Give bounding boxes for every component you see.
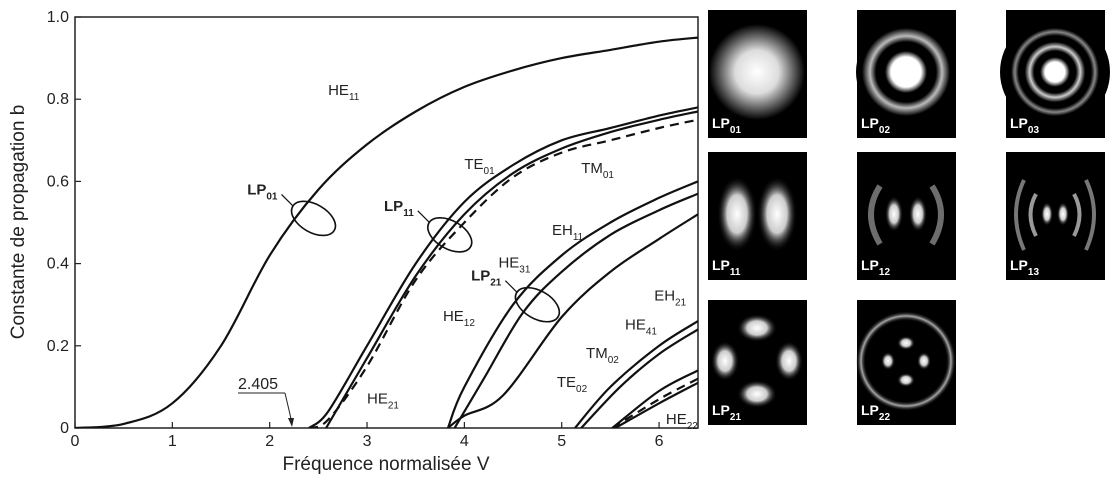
curve-label-he31: HE31 [498, 255, 530, 276]
group-ellipse-lp01 [290, 200, 337, 237]
curve-tm01 [308, 118, 698, 428]
mode-tile-lp22 [856, 300, 956, 425]
x-tick-label: 6 [655, 433, 664, 450]
curve-he12 [447, 213, 698, 428]
group-label-lp21: LP21 [471, 268, 502, 289]
curve-label-eh11: EH11 [552, 222, 584, 243]
mode-tile-lp13 [1006, 152, 1105, 280]
curve-label-he11: HE11 [328, 82, 360, 103]
x-tick-label: 5 [557, 433, 566, 450]
y-tick-label: 0.2 [47, 338, 69, 355]
mode-tile-lp02 [856, 10, 956, 138]
mode-tile-label-lp02: LP02 [861, 115, 890, 136]
curve-he41 [580, 328, 698, 428]
curve-eh11 [446, 180, 698, 428]
group-label-lp01: LP01 [247, 181, 278, 202]
curve-label-he41: HE41 [625, 316, 657, 337]
group-leader-line [281, 193, 294, 207]
mode-tile-label-lp11: LP11 [712, 257, 741, 278]
mode-tile-lp21 [708, 300, 807, 425]
mode-tile-lp01 [708, 10, 807, 138]
x-tick-label: 2 [265, 433, 274, 450]
group-label-lp11: LP11 [384, 198, 414, 219]
mode-tile-label-lp01: LP01 [712, 115, 741, 136]
mode-tile-lp12 [857, 152, 956, 280]
curve-label-te01: TE01 [464, 156, 495, 177]
curve-label-eh21: EH21 [654, 288, 686, 309]
curve-eh21 [574, 320, 698, 428]
cutoff-arrow-head [288, 418, 294, 427]
mode-tile-label-lp21: LP21 [712, 402, 741, 423]
mode-tile-lp11 [708, 152, 807, 280]
y-tick-label: 1.0 [47, 9, 69, 26]
cutoff-label: 2.405 [238, 376, 278, 393]
curve-he21 [325, 110, 698, 428]
x-tick-label: 4 [460, 433, 469, 450]
curve-he11 [75, 36, 698, 428]
y-tick-label: 0 [60, 420, 69, 437]
curve-te01 [308, 106, 698, 428]
group-leader-line [504, 280, 518, 294]
x-tick-label: 3 [363, 433, 372, 450]
curve-label-he21: HE21 [367, 390, 399, 411]
mode-tile-label-lp03: LP03 [1010, 115, 1039, 136]
curve-te02 [611, 369, 698, 428]
curve-label-he12: HE12 [443, 308, 475, 329]
mode-tile-label-lp13: LP13 [1010, 257, 1039, 278]
y-tick-label: 0.6 [47, 173, 69, 190]
curve-he31 [453, 192, 698, 428]
group-leader-line [417, 210, 431, 224]
y-tick-label: 0.4 [47, 256, 69, 273]
mode-tile-lp03 [1000, 10, 1110, 138]
curve-he22 [614, 381, 698, 428]
y-tick-label: 0.8 [47, 91, 69, 108]
curve-label-he22: HE22 [666, 411, 698, 432]
mode-tile-label-lp22: LP22 [861, 402, 890, 423]
y-axis-title: Constante de propagation b [8, 105, 29, 340]
x-axis-title: Fréquence normalisée V [283, 454, 490, 475]
x-tick-label: 0 [71, 433, 80, 450]
curve-label-tm01: TM01 [581, 160, 614, 181]
curve-label-te02: TE02 [557, 374, 588, 395]
plot-frame [74, 16, 699, 429]
mode-tile-label-lp12: LP12 [861, 257, 890, 278]
x-tick-label: 1 [168, 433, 177, 450]
curve-label-tm02: TM02 [586, 345, 619, 366]
